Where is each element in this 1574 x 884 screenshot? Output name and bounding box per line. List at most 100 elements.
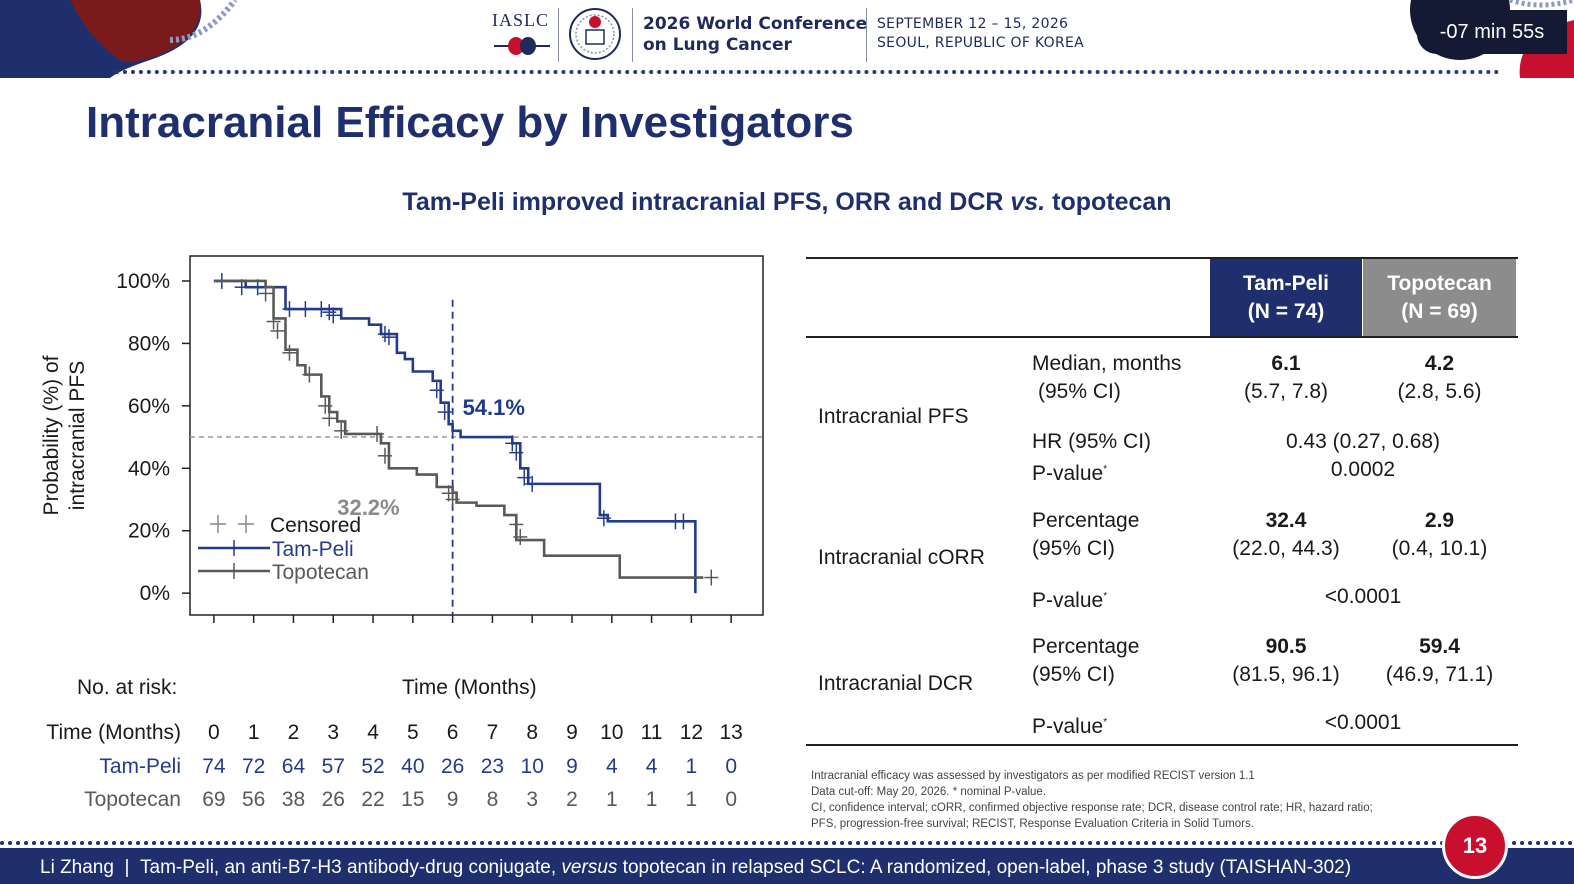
y-axis-label: Probability (%) of intracranial PFS bbox=[40, 355, 89, 515]
footnote-4: PFS, progression-free survival; RECIST, … bbox=[811, 818, 1254, 830]
efficacy-table: Tam-Peli (N = 74) Topotecan (N = 69) Intra… bbox=[806, 257, 1518, 747]
col-header-tam-peli: Tam-Peli (N = 74) bbox=[1210, 259, 1362, 337]
y-tick-label: 60% bbox=[128, 395, 170, 418]
risk-value-cell: 8 bbox=[486, 788, 499, 811]
x-tick-label: 0 bbox=[208, 637, 220, 640]
censor-mark bbox=[676, 513, 691, 530]
y-tick-label: 0% bbox=[140, 582, 170, 605]
legend-censored-label: Censored bbox=[270, 514, 361, 537]
risk-value-cell: 40 bbox=[401, 755, 425, 778]
censor-mark bbox=[266, 313, 281, 330]
censor-mark bbox=[377, 447, 392, 464]
censor-mark bbox=[429, 382, 444, 399]
risk-time-cell: 6 bbox=[446, 721, 459, 744]
pfs-hr-label: HR (95% CI) bbox=[1032, 430, 1152, 453]
legend-label: Topotecan bbox=[272, 561, 369, 584]
x-tick-label: 8 bbox=[526, 637, 538, 640]
risk-time-cell: 1 bbox=[247, 721, 260, 744]
censor-mark bbox=[326, 307, 341, 324]
censor-mark bbox=[282, 344, 297, 361]
risk-time-cell: 12 bbox=[679, 721, 704, 744]
y-tick-label: 80% bbox=[128, 332, 170, 355]
row-label-dcr: Intracranial DCR bbox=[818, 672, 974, 695]
censor-mark bbox=[505, 435, 520, 452]
censor-mark bbox=[509, 444, 524, 461]
y-tick-label: 20% bbox=[128, 520, 170, 543]
risk-value-cell: 4 bbox=[645, 755, 658, 778]
censor-mark bbox=[381, 329, 396, 346]
x-axis-title: Time (Months) bbox=[402, 676, 537, 699]
x-tick-label: 1 bbox=[248, 637, 260, 640]
censor-mark bbox=[509, 516, 524, 533]
conference-title: 2026 World Conference on Lung Cancer bbox=[643, 14, 868, 55]
page-number: 13 bbox=[1442, 813, 1508, 879]
censor-mark bbox=[513, 528, 528, 545]
censor-mark bbox=[258, 285, 273, 302]
risk-value-cell: 57 bbox=[321, 755, 345, 778]
risk-value-cell: 38 bbox=[281, 788, 306, 811]
risk-time-cell: 0 bbox=[208, 721, 220, 744]
pfs-median-tam-peli: 6.1 (5.7, 7.8) bbox=[1243, 352, 1329, 403]
y-tick-label: 100% bbox=[116, 270, 170, 293]
risk-value-cell: 22 bbox=[361, 788, 385, 811]
legend-label: Tam-Peli bbox=[272, 538, 354, 561]
session-timer: -07 min 55s bbox=[1417, 10, 1567, 54]
risk-value-cell: 2 bbox=[566, 788, 578, 811]
risk-row-label: Topotecan bbox=[84, 788, 181, 811]
risk-value-cell: 64 bbox=[281, 755, 306, 778]
legend-censor-mark bbox=[210, 515, 226, 533]
plot-frame bbox=[189, 255, 764, 616]
header-divider bbox=[558, 8, 559, 62]
chart-lines bbox=[213, 272, 719, 594]
km-line-topotecan bbox=[213, 279, 704, 579]
x-tick-label: 3 bbox=[327, 637, 339, 640]
risk-value-cell: 23 bbox=[480, 755, 505, 778]
col-header-topotecan: Topotecan (N = 69) bbox=[1363, 259, 1516, 337]
risk-value-cell: 26 bbox=[440, 755, 465, 778]
footer-bar bbox=[0, 848, 1574, 884]
risk-time-cell: 3 bbox=[327, 721, 340, 744]
iaslc-logo-text: IASLC bbox=[492, 10, 550, 30]
footnote-1: Intracranial efficacy was assessed by in… bbox=[811, 770, 1255, 782]
risk-value-cell: 56 bbox=[241, 788, 266, 811]
x-tick-label: 7 bbox=[487, 637, 499, 640]
footnote-3: CI, confidence interval; cORR, confirmed… bbox=[811, 802, 1373, 814]
table-bottom-rule bbox=[806, 744, 1518, 746]
chart-axes: 0%20%40%60%80%100%012345678910111213Prob… bbox=[40, 255, 764, 640]
x-tick-label: 10 bbox=[600, 637, 623, 640]
header-decoration-left bbox=[0, 0, 238, 78]
footer-citation: Li Zhang | Tam-Peli, an anti-B7-H3 antib… bbox=[40, 857, 1352, 878]
risk-time-cell: 13 bbox=[719, 721, 743, 744]
risk-value-cell: 52 bbox=[361, 755, 385, 778]
dcr-tam-peli: 90.5 (81.5, 96.1) bbox=[1232, 635, 1340, 686]
risk-time-cell: 2 bbox=[287, 721, 300, 744]
risk-value-cell: 1 bbox=[685, 788, 698, 811]
risk-value-cell: 26 bbox=[321, 788, 345, 811]
censor-mark bbox=[517, 469, 532, 486]
row-label-pfs: Intracranial PFS bbox=[818, 405, 969, 428]
censor-mark bbox=[596, 510, 611, 527]
risk-value-cell: 3 bbox=[526, 788, 539, 811]
dcr-pvalue-label: P-value* bbox=[1032, 715, 1108, 738]
censor-mark bbox=[270, 322, 285, 339]
chart-annotations: 54.1% 32.2% bbox=[337, 395, 525, 520]
censor-mark bbox=[302, 366, 317, 383]
header-divider bbox=[866, 8, 867, 62]
conference-dates: SEPTEMBER 12 – 15, 2026 SEOUL, REPUBLIC … bbox=[877, 16, 1085, 51]
risk-value-cell: 1 bbox=[605, 788, 618, 811]
corr-pvalue-label: P-value* bbox=[1032, 589, 1108, 612]
censor-mark bbox=[370, 425, 385, 442]
slide-subtitle: Tam-Peli improved intracranial PFS, ORR … bbox=[402, 188, 1172, 216]
pfs-pvalue-label: P-value* bbox=[1032, 462, 1108, 485]
annotation-label: 32.2% bbox=[337, 495, 399, 520]
iaslc-lung-icon bbox=[494, 37, 550, 55]
risk-table-title: No. at risk: bbox=[77, 676, 178, 699]
row-label-corr: Intracranial cORR bbox=[818, 546, 985, 569]
x-tick-label: 11 bbox=[641, 637, 663, 640]
footnote-2: Data cut-off: May 20, 2026. * nominal P-… bbox=[811, 786, 1047, 798]
risk-value-cell: 4 bbox=[605, 755, 618, 778]
risk-value-cell: 74 bbox=[202, 755, 226, 778]
corr-topotecan: 2.9 (0.4, 10.1) bbox=[1391, 509, 1488, 560]
conference-header: IASLC 2026 World Conference on Lung Canc… bbox=[0, 0, 1574, 78]
dcr-pvalue: <0.0001 bbox=[1324, 711, 1402, 734]
